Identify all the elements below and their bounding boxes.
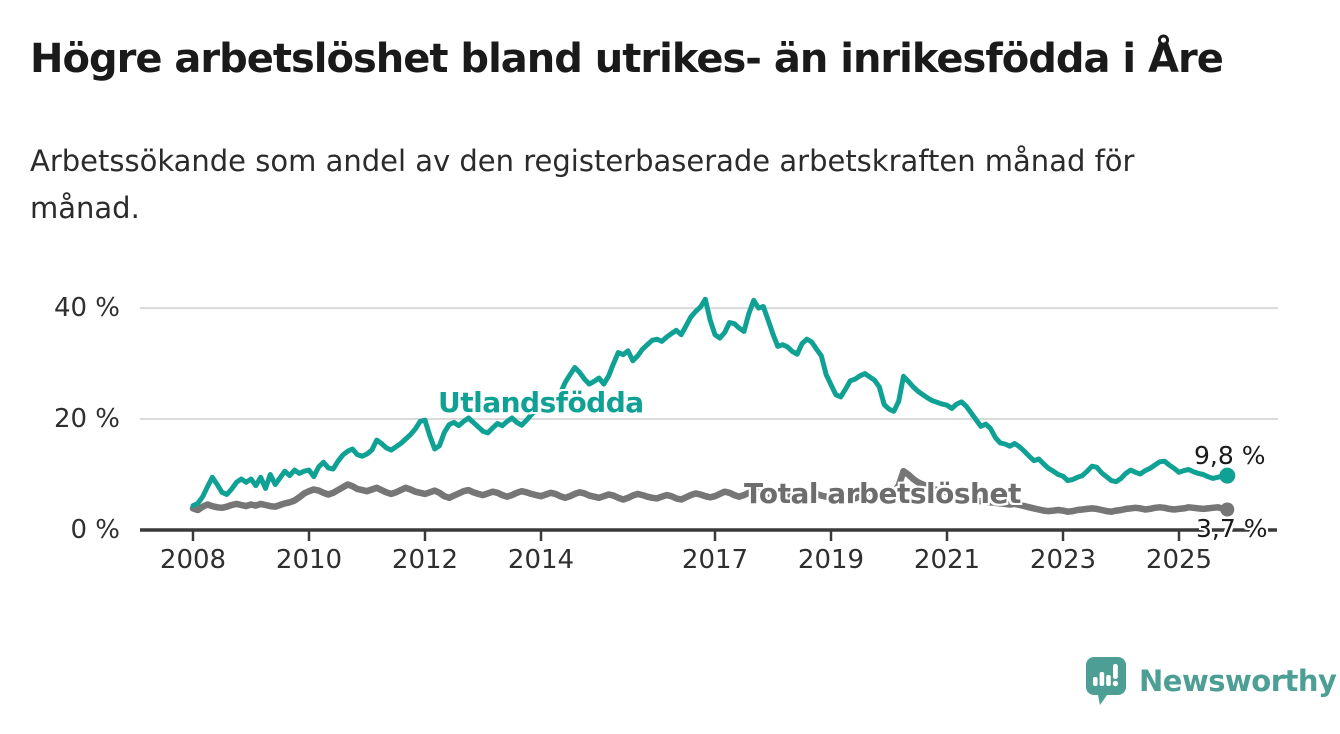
x-axis-label: 2008 [159, 545, 227, 575]
total-line [189, 467, 1231, 515]
series-label-utlandsfodda: Utlandsfödda [438, 386, 644, 419]
page-subtitle: Arbetssökande som andel av den registerb… [30, 144, 1135, 225]
x-axis-label: 2012 [391, 545, 459, 575]
end-value-total: 3,7 % [1196, 514, 1268, 543]
x-axis-label: 2023 [1029, 545, 1097, 575]
x-axis-label: 2021 [913, 545, 981, 575]
x-axis-label: 2019 [797, 545, 865, 575]
y-axis-label: 40 % [53, 293, 120, 324]
y-axis-label: 20 % [53, 404, 120, 435]
end-dot [1220, 502, 1235, 517]
chart-plot-area [140, 296, 1278, 541]
x-axis-label: 2017 [681, 545, 749, 575]
newsworthy-logo-text: Newsworthy [1139, 664, 1337, 698]
series-label-total: Total arbetslöshet [744, 477, 1021, 510]
newsworthy-icon [1086, 657, 1126, 705]
x-axis-label: 2010 [275, 545, 343, 575]
x-axis-label: 2025 [1145, 545, 1213, 575]
unemployment-chart: 2008 2010 2012 2014 2017 2019 2021 2023 2025 0 % 2… [0, 270, 1340, 600]
utlandsfodda-line [190, 296, 1230, 509]
newsworthy-logo: Newsworthy [1085, 656, 1337, 706]
page-title: Högre arbetslöshet bland utrikes- än inr… [30, 36, 1224, 82]
x-axis-label: 2014 [507, 545, 575, 575]
end-value-utlandsfodda: 9,8 % [1194, 441, 1266, 470]
y-axis-label: 0 % [70, 515, 120, 545]
end-dot [1219, 467, 1236, 484]
